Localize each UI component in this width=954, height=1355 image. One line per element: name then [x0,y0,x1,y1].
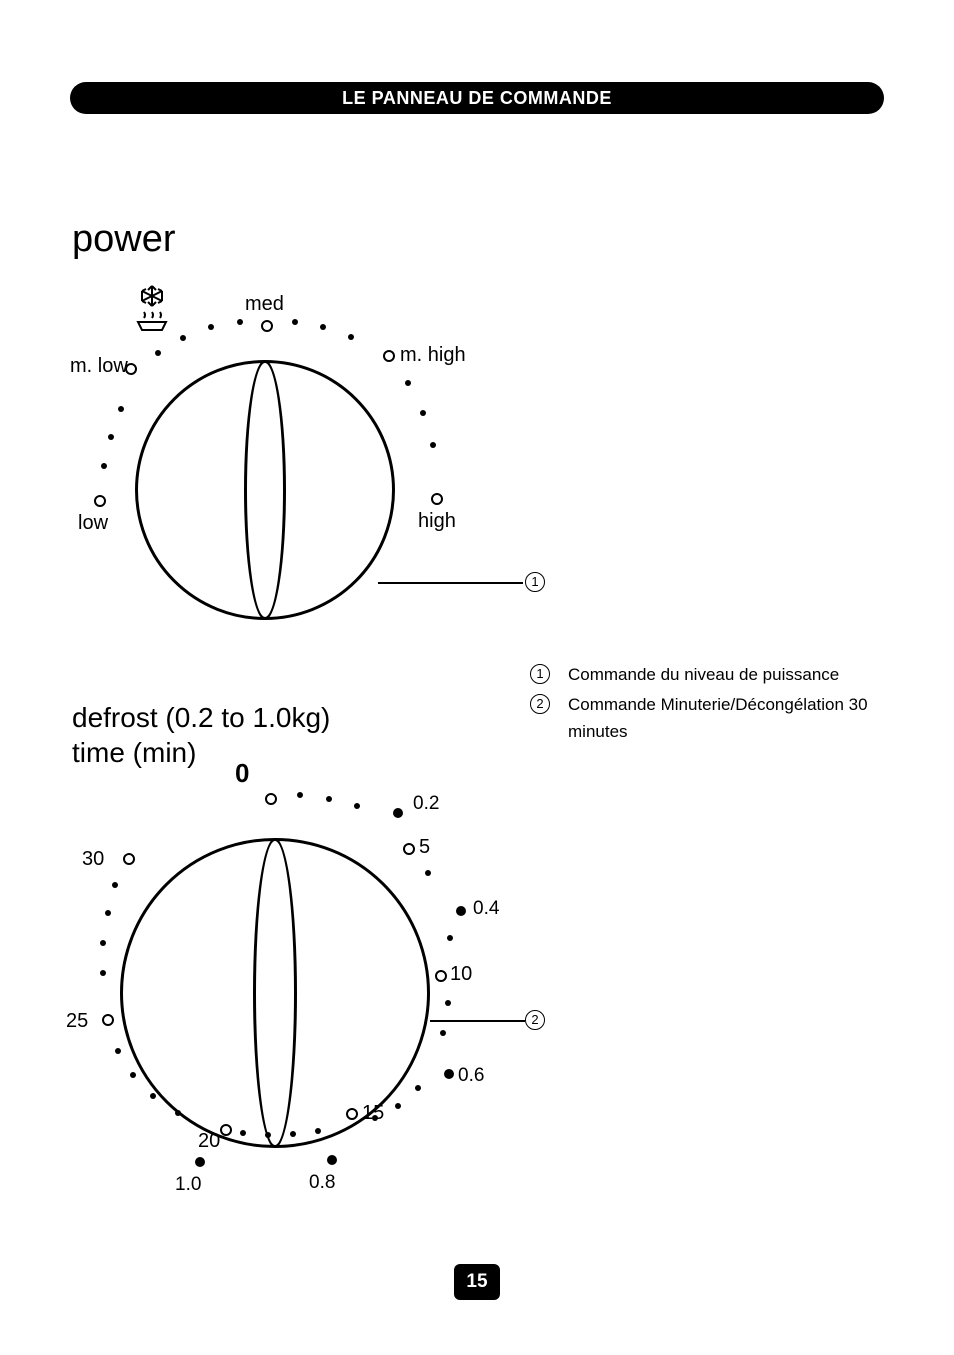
timer-dot [150,1093,156,1099]
power-label-high: high [418,510,456,533]
timer-dot [326,796,332,802]
defrost-label-08: 0.8 [309,1172,335,1194]
timer-tick-25 [102,1014,114,1026]
power-tick-high [431,493,443,505]
power-leader [378,582,523,584]
timer-label-5: 5 [419,836,430,859]
timer-dot [425,870,431,876]
defrost-label-04: 0.4 [473,898,499,920]
legend-text-1: Commande du niveau de puissance [568,662,890,688]
timer-knob-pointer [253,838,297,1148]
timer-tick-30 [123,853,135,865]
timer-label-20: 20 [198,1130,220,1153]
legend-item-2: 2 Commande Minuterie/Décongélation 30 mi… [530,692,890,745]
defrost-tick-06 [444,1069,454,1079]
defrost-tick-10 [195,1157,205,1167]
power-dot [208,324,214,330]
power-tick-med [261,320,273,332]
timer-tick-0 [265,793,277,805]
power-knob-pointer [244,360,286,620]
timer-label-10: 10 [450,963,472,986]
power-dot [118,406,124,412]
power-dot [180,335,186,341]
timer-label-15: 15 [362,1102,384,1125]
timer-dot [354,803,360,809]
power-label-mlow: m. low [70,355,128,378]
timer-dot [105,910,111,916]
power-dot [348,334,354,340]
timer-tick-20 [220,1124,232,1136]
power-label-low: low [78,512,108,535]
defrost-tick-04 [456,906,466,916]
power-label-mhigh: m. high [400,344,466,367]
defrost-label-06: 0.6 [458,1065,484,1087]
timer-dot [265,1132,271,1138]
defrost-tick-02 [393,808,403,818]
defrost-label-10: 1.0 [175,1174,201,1196]
section-header: LE PANNEAU DE COMMANDE [70,82,884,114]
timer-dot [315,1128,321,1134]
legend: 1 Commande du niveau de puissance 2 Comm… [530,662,890,749]
page-number: 15 [454,1264,500,1300]
power-label-med: med [245,293,284,316]
timer-dot [395,1103,401,1109]
legend-num-1: 1 [530,664,550,684]
timer-leader [430,1020,525,1022]
power-dot [320,324,326,330]
callout-2: 2 [525,1010,545,1030]
power-dot [420,410,426,416]
defrost-title-line2: time (min) [72,737,196,768]
defrost-title-line1: defrost (0.2 to 1.0kg) [72,702,330,733]
power-dot [108,434,114,440]
timer-dot [240,1130,246,1136]
timer-dot [130,1072,136,1078]
defrost-tick-08 [327,1155,337,1165]
timer-label-25: 25 [66,1010,88,1033]
power-title: power [72,218,176,261]
timer-label-0: 0 [235,758,249,789]
timer-tick-15 [346,1108,358,1120]
timer-dot [100,970,106,976]
callout-1: 1 [525,572,545,592]
timer-dot [415,1085,421,1091]
timer-dot [175,1110,181,1116]
power-dot [405,380,411,386]
power-dot [101,463,107,469]
power-dot [292,319,298,325]
defrost-icon [130,284,174,334]
timer-label-30: 30 [82,848,104,871]
legend-item-1: 1 Commande du niveau de puissance [530,662,890,688]
timer-dot [445,1000,451,1006]
timer-dot [447,935,453,941]
power-dot [430,442,436,448]
legend-num-2: 2 [530,694,550,714]
defrost-label-02: 0.2 [413,793,439,815]
power-dot [237,319,243,325]
timer-dot [440,1030,446,1036]
timer-dot [290,1131,296,1137]
timer-dot [112,882,118,888]
timer-dot [115,1048,121,1054]
timer-dot [297,792,303,798]
power-dot [155,350,161,356]
defrost-title: defrost (0.2 to 1.0kg) time (min) [72,700,330,770]
timer-dot [100,940,106,946]
timer-tick-10 [435,970,447,982]
legend-text-2: Commande Minuterie/Décongélation 30 minu… [568,692,890,745]
power-tick-mhigh [383,350,395,362]
page: LE PANNEAU DE COMMANDE power [0,0,954,1355]
timer-tick-5 [403,843,415,855]
power-tick-low [94,495,106,507]
